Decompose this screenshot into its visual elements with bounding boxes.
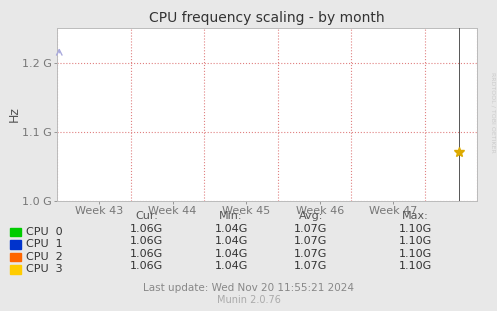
Text: 1.07G: 1.07G — [294, 224, 328, 234]
Text: 1.06G: 1.06G — [130, 224, 163, 234]
Text: CPU  3: CPU 3 — [26, 264, 63, 274]
Text: Cur:: Cur: — [135, 211, 158, 221]
Text: 1.07G: 1.07G — [294, 261, 328, 271]
Text: 1.07G: 1.07G — [294, 249, 328, 259]
Text: 1.06G: 1.06G — [130, 261, 163, 271]
Text: 1.04G: 1.04G — [214, 224, 248, 234]
Text: 1.06G: 1.06G — [130, 249, 163, 259]
Text: Last update: Wed Nov 20 11:55:21 2024: Last update: Wed Nov 20 11:55:21 2024 — [143, 283, 354, 293]
Text: 1.10G: 1.10G — [399, 224, 431, 234]
Text: CPU  1: CPU 1 — [26, 239, 63, 249]
Text: Max:: Max: — [402, 211, 428, 221]
Text: 1.10G: 1.10G — [399, 236, 431, 246]
Text: 1.06G: 1.06G — [130, 236, 163, 246]
Y-axis label: Hz: Hz — [7, 106, 20, 122]
Text: 1.10G: 1.10G — [399, 249, 431, 259]
Text: RRDTOOL / TOBI OETIKER: RRDTOOL / TOBI OETIKER — [491, 72, 496, 152]
Text: 1.04G: 1.04G — [214, 236, 248, 246]
Text: 1.04G: 1.04G — [214, 249, 248, 259]
Text: 1.07G: 1.07G — [294, 236, 328, 246]
Title: CPU frequency scaling - by month: CPU frequency scaling - by month — [149, 12, 385, 26]
Text: 1.10G: 1.10G — [399, 261, 431, 271]
Text: Min:: Min: — [219, 211, 243, 221]
Text: 1.04G: 1.04G — [214, 261, 248, 271]
Text: Munin 2.0.76: Munin 2.0.76 — [217, 295, 280, 305]
Text: CPU  0: CPU 0 — [26, 227, 63, 237]
Text: CPU  2: CPU 2 — [26, 252, 63, 262]
Text: Avg:: Avg: — [298, 211, 323, 221]
